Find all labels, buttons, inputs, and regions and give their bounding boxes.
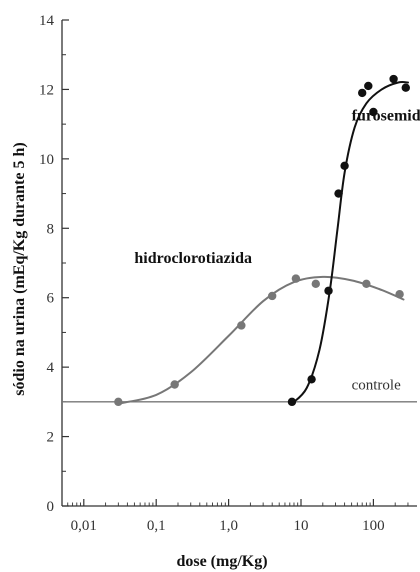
y-tick-label: 14: [39, 13, 55, 29]
y-tick-label: 2: [47, 430, 55, 446]
data-points: [114, 74, 410, 407]
furosemida-point: [369, 107, 378, 117]
y-tick-label: 10: [39, 152, 54, 168]
hidroclorotiazida-point: [291, 274, 301, 283]
hidroclorotiazida-label: hidroclorotiazida: [134, 250, 252, 267]
furosemida-point: [340, 161, 349, 170]
y-tick-label: 0: [47, 499, 55, 515]
hidroclorotiazida-point: [395, 290, 404, 299]
x-tick-label: 0,01: [71, 518, 97, 534]
x-tick-label: 100: [362, 518, 385, 534]
furosemida-point: [287, 397, 297, 407]
y-tick-label: 8: [47, 221, 55, 237]
fitted-curves: [117, 80, 409, 405]
hidroclorotiazida-point: [237, 321, 246, 330]
y-tick-label: 6: [47, 291, 55, 307]
furosemida-point: [334, 189, 343, 198]
annotations: furosemida hidroclorotiazida controle: [134, 108, 420, 394]
y-tick-label: 4: [47, 360, 55, 376]
furosemida-point: [324, 286, 333, 295]
furosemida-point: [307, 375, 316, 384]
y-axis-title: sódio na urina (mEq/Kg durante 5 h): [11, 142, 28, 395]
furosemida-label: furosemida: [352, 108, 420, 125]
x-axis-title: dose (mg/Kg): [176, 553, 267, 570]
furosemida-point: [364, 81, 373, 91]
x-tick-label: 10: [294, 518, 309, 534]
x-tick-label: 1,0: [219, 518, 238, 534]
furosemida-curve: [291, 80, 409, 405]
hidroclorotiazida-point: [311, 279, 320, 289]
y-tick-label: 12: [39, 82, 54, 98]
tick-labels: 0 2 4 6 8 10 12 14 0,01 0,1 1,0 10 100: [39, 13, 385, 534]
furosemida-point: [357, 88, 367, 98]
furosemida-point: [401, 83, 410, 92]
furosemida-point: [389, 74, 398, 84]
hidroclorotiazida-point: [362, 279, 371, 289]
hidroclorotiazida-point: [170, 380, 179, 389]
hidroclorotiazida-point: [114, 397, 123, 407]
controle-label: controle: [352, 378, 401, 394]
x-tick-label: 0,1: [147, 518, 166, 534]
hidroclorotiazida-point: [267, 291, 277, 301]
